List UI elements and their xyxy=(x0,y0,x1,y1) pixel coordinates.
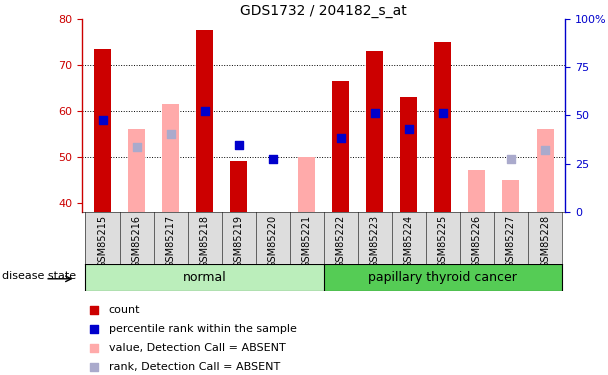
Point xyxy=(268,156,278,162)
Point xyxy=(234,142,244,148)
Text: GSM85226: GSM85226 xyxy=(472,214,482,268)
Text: rank, Detection Call = ABSENT: rank, Detection Call = ABSENT xyxy=(109,362,280,372)
Point xyxy=(89,364,99,370)
Point xyxy=(540,147,550,153)
Point xyxy=(166,131,176,137)
Text: count: count xyxy=(109,305,140,315)
Text: value, Detection Call = ABSENT: value, Detection Call = ABSENT xyxy=(109,343,285,353)
Bar xyxy=(536,129,553,212)
Point xyxy=(89,308,99,314)
Bar xyxy=(366,51,383,212)
Bar xyxy=(230,161,247,212)
Text: GSM85228: GSM85228 xyxy=(540,214,550,268)
Text: GSM85224: GSM85224 xyxy=(404,214,414,268)
Bar xyxy=(434,42,451,212)
Point xyxy=(98,117,108,123)
Point xyxy=(438,110,447,116)
Text: disease state: disease state xyxy=(2,271,76,281)
Bar xyxy=(94,49,111,212)
Text: GSM85215: GSM85215 xyxy=(97,214,108,268)
Point xyxy=(89,345,99,351)
Bar xyxy=(400,97,417,212)
Text: GSM85221: GSM85221 xyxy=(302,214,312,268)
Bar xyxy=(332,81,349,212)
Bar xyxy=(468,171,485,212)
Bar xyxy=(128,129,145,212)
Bar xyxy=(299,157,316,212)
Text: percentile rank within the sample: percentile rank within the sample xyxy=(109,324,297,334)
Point xyxy=(336,135,345,141)
Point xyxy=(404,126,413,132)
Text: GSM85219: GSM85219 xyxy=(233,214,244,267)
Text: papillary thyroid cancer: papillary thyroid cancer xyxy=(368,271,517,284)
Point xyxy=(132,144,142,150)
Text: GSM85220: GSM85220 xyxy=(268,214,278,268)
Title: GDS1732 / 204182_s_at: GDS1732 / 204182_s_at xyxy=(240,4,407,18)
Text: GSM85218: GSM85218 xyxy=(199,214,210,267)
Text: GSM85225: GSM85225 xyxy=(438,214,448,268)
Bar xyxy=(162,104,179,212)
Text: GSM85217: GSM85217 xyxy=(165,214,176,268)
Point xyxy=(200,108,210,114)
Point xyxy=(370,110,379,116)
Text: GSM85223: GSM85223 xyxy=(370,214,380,268)
Bar xyxy=(502,180,519,212)
Text: normal: normal xyxy=(183,271,227,284)
Text: GSM85216: GSM85216 xyxy=(131,214,142,267)
Point xyxy=(89,326,99,332)
Point xyxy=(506,156,516,162)
Bar xyxy=(196,30,213,212)
Text: GSM85227: GSM85227 xyxy=(506,214,516,268)
Text: GSM85222: GSM85222 xyxy=(336,214,346,268)
